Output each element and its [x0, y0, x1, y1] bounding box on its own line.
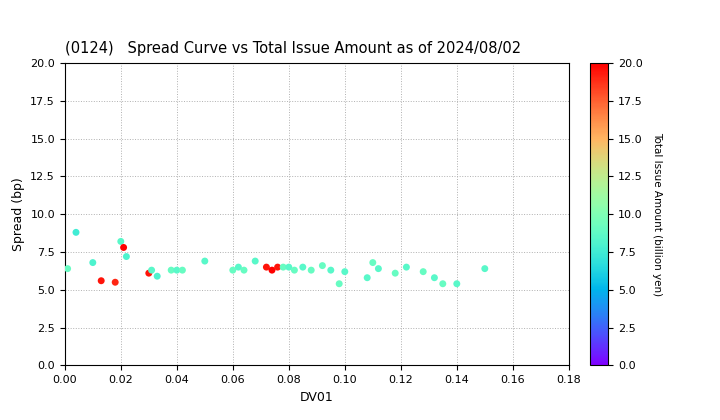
- Point: [266, 267, 278, 273]
- Point: [317, 262, 328, 269]
- Point: [109, 279, 121, 286]
- Point: [367, 259, 379, 266]
- Point: [428, 274, 440, 281]
- Point: [249, 258, 261, 265]
- Point: [118, 244, 130, 251]
- Point: [151, 273, 163, 280]
- Point: [62, 265, 73, 272]
- Point: [121, 253, 132, 260]
- Point: [146, 267, 158, 273]
- Point: [277, 264, 289, 270]
- Point: [171, 267, 183, 273]
- Point: [166, 267, 177, 273]
- Point: [261, 264, 272, 270]
- Point: [143, 270, 155, 276]
- Point: [390, 270, 401, 276]
- Point: [305, 267, 317, 273]
- Text: (0124)   Spread Curve vs Total Issue Amount as of 2024/08/02: (0124) Spread Curve vs Total Issue Amoun…: [65, 41, 521, 56]
- Point: [176, 267, 188, 273]
- Y-axis label: Spread (bp): Spread (bp): [12, 177, 24, 251]
- Point: [233, 264, 244, 270]
- X-axis label: DV01: DV01: [300, 391, 333, 404]
- Point: [451, 281, 462, 287]
- Point: [325, 267, 336, 273]
- Point: [479, 265, 490, 272]
- Point: [115, 238, 127, 245]
- Point: [87, 259, 99, 266]
- Point: [333, 281, 345, 287]
- Point: [437, 281, 449, 287]
- Point: [418, 268, 429, 275]
- Y-axis label: Total Issue Amount (billion yen): Total Issue Amount (billion yen): [652, 132, 662, 296]
- Point: [199, 258, 210, 265]
- Point: [71, 229, 82, 236]
- Point: [227, 267, 238, 273]
- Point: [238, 267, 250, 273]
- Point: [289, 267, 300, 273]
- Point: [272, 264, 284, 270]
- Point: [96, 277, 107, 284]
- Point: [283, 264, 294, 270]
- Point: [361, 274, 373, 281]
- Point: [373, 265, 384, 272]
- Point: [297, 264, 309, 270]
- Point: [339, 268, 351, 275]
- Point: [400, 264, 412, 270]
